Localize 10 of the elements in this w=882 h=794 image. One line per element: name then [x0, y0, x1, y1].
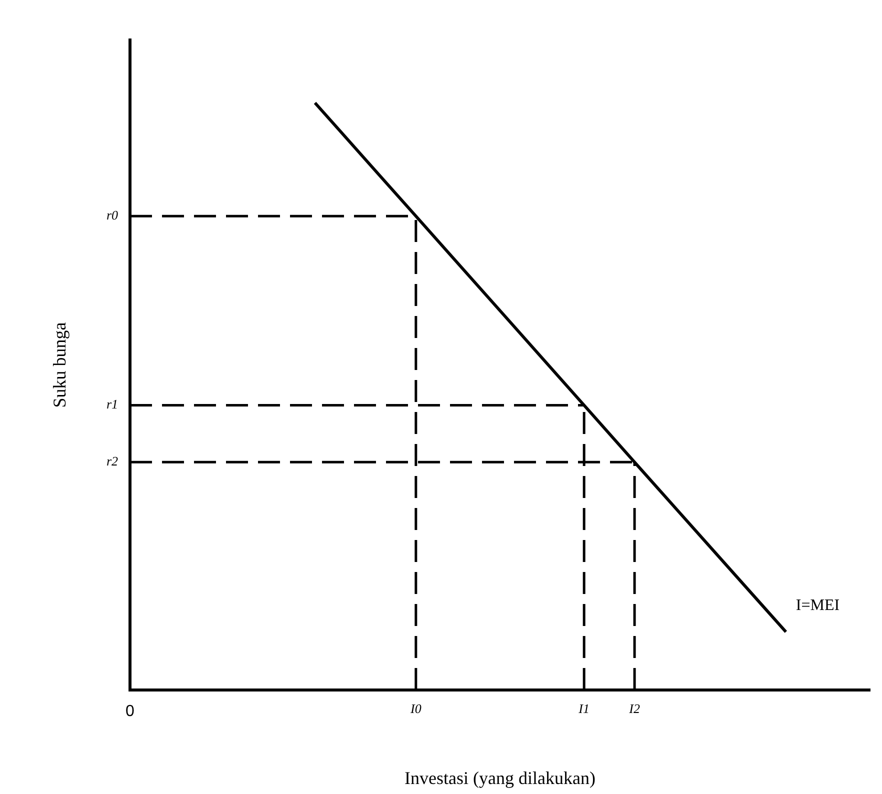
x-axis-title: Investasi (yang dilakukan)	[404, 768, 596, 788]
ref-line-label: r0	[106, 208, 118, 223]
x-tick-label: I0	[409, 701, 422, 716]
x-tick-label: 0	[126, 703, 135, 720]
series-label: I=MEI	[796, 597, 840, 614]
x-tick-label: I2	[628, 701, 640, 716]
x-tick-label: I1	[578, 701, 590, 716]
ref-line-label: r2	[106, 454, 118, 469]
y-axis-title: Suku bunga	[50, 322, 70, 408]
ref-line-label: r1	[106, 396, 118, 412]
